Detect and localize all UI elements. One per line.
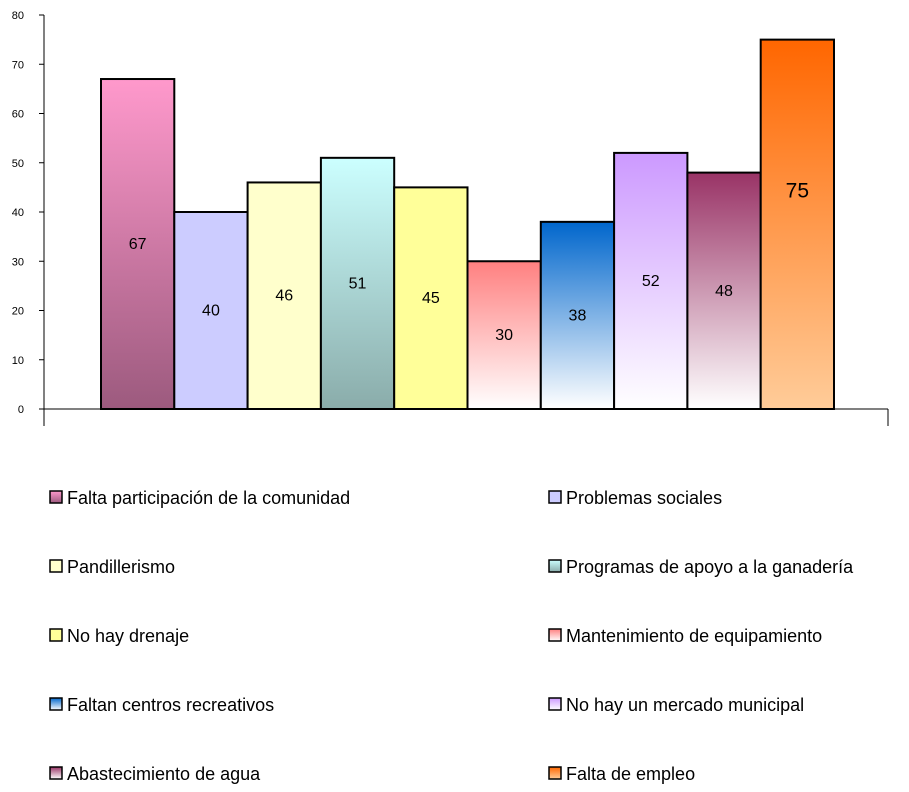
data-label-9: 48 [715, 283, 733, 300]
y-tick-label: 80 [12, 10, 24, 22]
y-tick-label: 50 [12, 158, 24, 170]
legend-swatch-6 [548, 628, 562, 642]
legend: Falta participación de la comunidad Probl… [49, 488, 854, 784]
legend-swatch-4 [548, 559, 562, 573]
bar-10 [759, 38, 836, 410]
legend-swatch-10 [548, 766, 562, 780]
bar-7 [539, 220, 616, 410]
legend-label-5: No hay drenaje [67, 626, 189, 646]
data-label-3: 46 [275, 288, 293, 305]
y-tick-label: 30 [12, 256, 24, 268]
bar-6 [466, 260, 542, 410]
y-tick-label: 0 [18, 404, 24, 416]
data-label-6: 30 [495, 327, 513, 344]
bars [100, 38, 836, 411]
data-label-1: 67 [129, 236, 147, 253]
bar-1 [100, 78, 176, 411]
bar-5 [393, 186, 469, 410]
data-label-2: 40 [202, 303, 220, 320]
legend-swatch-2 [548, 490, 562, 504]
legend-label-10: Falta de empleo [566, 764, 695, 784]
data-label-8: 52 [642, 273, 660, 290]
data-label-7: 38 [569, 307, 587, 324]
legend-swatch-7 [49, 697, 63, 711]
data-label-5: 45 [422, 290, 440, 307]
bar-8 [613, 151, 689, 410]
bar-4 [319, 156, 396, 410]
legend-swatch-8 [548, 697, 562, 711]
legend-label-9: Abastecimiento de agua [67, 764, 261, 784]
legend-label-8: No hay un mercado municipal [566, 695, 804, 715]
legend-swatch-9 [49, 766, 63, 780]
legend-swatch-5 [49, 628, 63, 642]
legend-label-2: Problemas sociales [566, 488, 722, 508]
y-tick-label: 40 [12, 207, 24, 219]
legend-label-1: Falta participación de la comunidad [67, 488, 350, 508]
legend-label-6: Mantenimiento de equipamiento [566, 626, 822, 646]
legend-label-4: Programas de apoyo a la ganadería [566, 557, 854, 577]
y-tick-label: 70 [12, 59, 24, 71]
bar-9 [686, 171, 762, 410]
data-label-10: 75 [786, 179, 809, 202]
legend-swatch-3 [49, 559, 63, 573]
y-tick-label: 10 [12, 355, 24, 367]
data-label-4: 51 [349, 275, 367, 292]
y-tick-label: 20 [12, 306, 24, 318]
legend-swatch-1 [49, 490, 63, 504]
legend-label-7: Faltan centros recreativos [67, 695, 274, 715]
y-tick-label: 60 [12, 109, 24, 121]
legend-label-3: Pandillerismo [67, 557, 175, 577]
data-labels: 67 40 46 51 45 30 38 52 48 75 [129, 179, 809, 344]
